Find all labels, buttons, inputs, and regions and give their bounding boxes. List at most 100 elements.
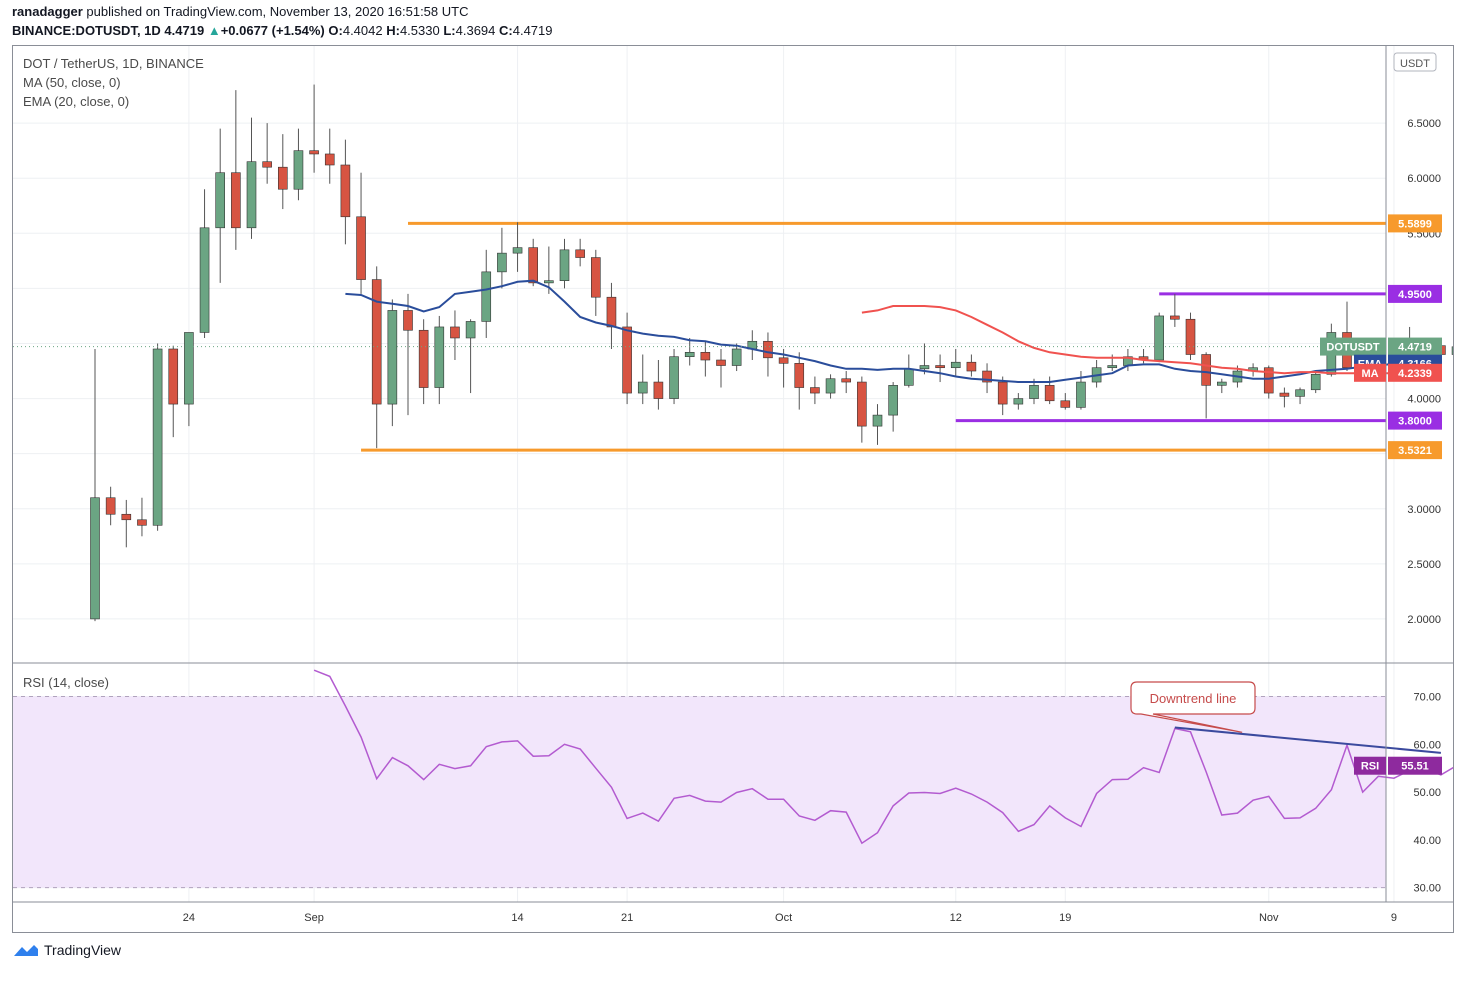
price-chart[interactable]: Downtrend line 6.50006.00005.50005.00004… [13, 46, 1462, 932]
rsi-band [13, 696, 1386, 888]
candle [1279, 387, 1290, 408]
open-label: O: [328, 23, 343, 38]
candle [1295, 387, 1305, 405]
candle [872, 404, 883, 445]
candle-body [356, 216, 366, 280]
level-badge-bg [1388, 284, 1442, 303]
time-tick-label: 12 [950, 912, 962, 924]
time-tick-label: Sep [304, 912, 324, 924]
chart-frame[interactable]: Downtrend line 6.50006.00005.50005.00004… [12, 45, 1462, 933]
candle-body [700, 351, 711, 361]
candle-body [1217, 381, 1227, 386]
up-arrow-icon: ▲ [207, 23, 221, 38]
candle-body [403, 310, 413, 331]
candle [387, 299, 398, 427]
candle [528, 238, 539, 287]
candle [982, 363, 992, 394]
candle [1263, 365, 1274, 399]
candle-body [1154, 315, 1164, 361]
candle [794, 352, 805, 410]
currency-label: USDT [1400, 58, 1430, 70]
candle-body [966, 361, 977, 372]
candle [590, 249, 601, 316]
candle [277, 134, 288, 210]
candle-body [1060, 400, 1071, 408]
chart-header: ranadagger published on TradingView.com,… [12, 2, 553, 40]
candle-body [512, 247, 523, 254]
candle [997, 376, 1008, 416]
candle [888, 382, 898, 432]
candle-body [1451, 346, 1462, 355]
time-tick-label: 21 [621, 912, 633, 924]
candle-body [1185, 318, 1196, 355]
rsi-badge: 55.51 [1401, 761, 1429, 773]
candle [731, 343, 742, 372]
candle-body [606, 296, 617, 328]
candle-body [231, 172, 241, 229]
candle [669, 348, 679, 405]
ma-badge: 4.2339 [1398, 368, 1432, 380]
last-price: 4.4719 [164, 23, 205, 38]
candle [700, 341, 711, 377]
candle-body [293, 150, 304, 190]
low-value: 4.3694 [455, 23, 496, 38]
candle [340, 139, 351, 245]
candle [935, 354, 945, 383]
candle-body [497, 252, 507, 273]
candle-body [637, 381, 648, 394]
candle-body [1013, 398, 1024, 405]
ma-line [861, 305, 1441, 375]
candle-body [481, 271, 492, 322]
candle [1013, 393, 1024, 410]
candle-body [1170, 315, 1180, 320]
tradingview-logo[interactable]: TradingView [12, 942, 121, 958]
candle-body [1279, 392, 1290, 397]
candle-body [997, 381, 1008, 405]
candle-body [465, 321, 476, 339]
candle-body [246, 161, 257, 229]
price-tick-label: 2.5000 [1407, 559, 1441, 571]
candle-body [434, 326, 445, 388]
candle [950, 348, 961, 377]
time-tick-label: Oct [775, 912, 792, 924]
candle [841, 371, 852, 394]
candle [1060, 393, 1071, 410]
candle [559, 238, 570, 289]
candle-body [794, 363, 805, 388]
rsi-tick-label: 30.00 [1413, 883, 1441, 895]
candle-body [1201, 354, 1211, 386]
tradingview-label: TradingView [44, 942, 122, 958]
rsi-legend: RSI (14, close) [23, 675, 109, 690]
candle [215, 128, 225, 283]
candle [1310, 371, 1321, 394]
candle-body [1263, 367, 1274, 394]
candle-body [669, 356, 679, 399]
callout-text: Downtrend line [1150, 691, 1237, 706]
candle [137, 497, 147, 537]
candle [1201, 352, 1211, 419]
candle-body [810, 387, 820, 394]
price-tick-label: 2.0000 [1407, 614, 1441, 626]
candle [512, 222, 523, 272]
candle-body [199, 227, 210, 333]
candle-body [262, 161, 272, 168]
candle [481, 249, 492, 338]
candle [152, 343, 163, 531]
candle [1217, 378, 1227, 394]
candle-body [309, 150, 319, 155]
price-tick-label: 6.5000 [1407, 118, 1441, 130]
candle [356, 172, 366, 294]
candle-body [418, 329, 429, 388]
candle [825, 374, 836, 399]
candle-body [653, 381, 664, 399]
candle [184, 332, 194, 427]
candle-body [841, 378, 852, 383]
publisher-name[interactable]: ranadagger [12, 4, 83, 19]
candle [403, 293, 413, 416]
currency-box[interactable] [1393, 52, 1437, 72]
close-label: C: [499, 23, 513, 38]
candle-body [340, 164, 351, 218]
candle [293, 128, 304, 201]
candle-body [277, 166, 288, 190]
candle-body [184, 332, 194, 405]
